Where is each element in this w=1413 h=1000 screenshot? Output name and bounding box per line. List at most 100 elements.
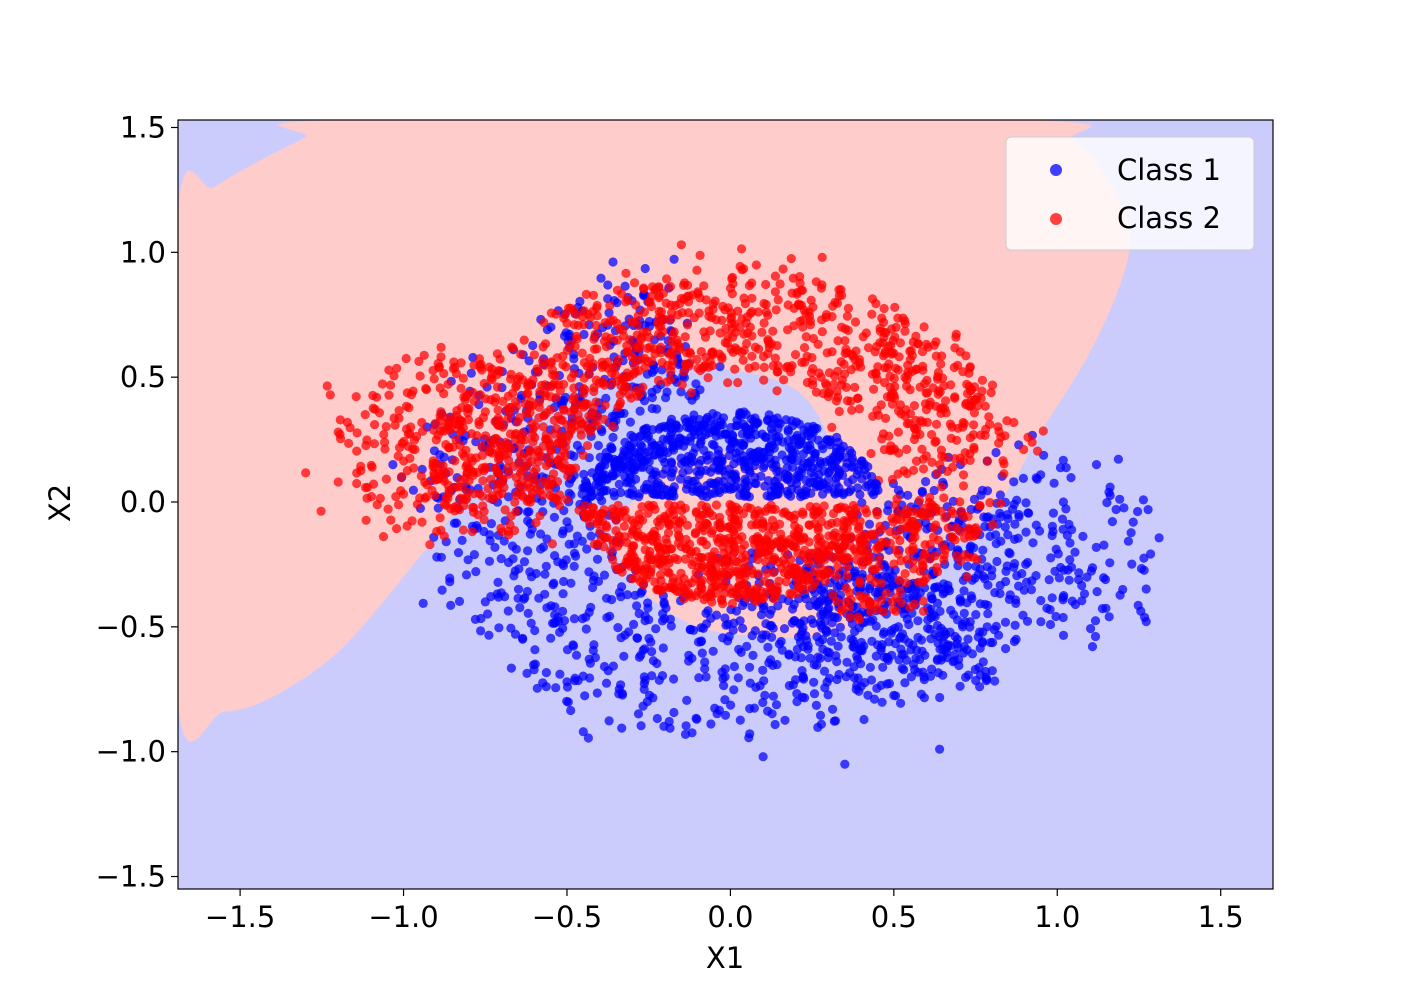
- point-class2: [865, 597, 875, 608]
- point-class1: [510, 629, 521, 639]
- point-class1: [919, 672, 929, 682]
- point-class1: [995, 508, 1005, 518]
- point-class1: [720, 695, 730, 705]
- point-class2: [380, 444, 390, 454]
- point-class2: [461, 461, 471, 472]
- point-class2: [605, 316, 616, 326]
- point-class2: [580, 501, 590, 511]
- point-class2: [881, 413, 891, 423]
- point-class1: [642, 697, 653, 707]
- point-class2: [867, 309, 877, 319]
- point-class1: [688, 456, 698, 466]
- point-class1: [959, 608, 969, 618]
- point-class2: [939, 381, 949, 391]
- point-class2: [515, 468, 526, 478]
- point-class2: [322, 381, 332, 391]
- point-class2: [946, 506, 956, 516]
- point-class1: [1074, 575, 1084, 585]
- point-class2: [705, 588, 715, 598]
- point-class1: [714, 705, 725, 715]
- point-class2: [410, 444, 420, 455]
- point-class1: [609, 458, 619, 468]
- point-class2: [572, 334, 582, 344]
- point-class2: [538, 476, 548, 486]
- point-class1: [429, 446, 439, 456]
- point-class1: [878, 662, 888, 672]
- point-class2: [885, 371, 895, 381]
- point-class2: [863, 343, 874, 353]
- point-class1: [569, 614, 580, 624]
- point-class2: [809, 510, 819, 520]
- point-class1: [1097, 604, 1107, 614]
- point-class2: [833, 336, 843, 346]
- point-class1: [1010, 559, 1020, 569]
- point-class2: [421, 383, 431, 394]
- point-class1: [484, 556, 495, 566]
- point-class2: [456, 383, 466, 393]
- point-class2: [903, 370, 913, 380]
- point-class1: [643, 431, 654, 441]
- point-class2: [968, 430, 979, 440]
- point-class2: [761, 299, 771, 310]
- point-class1: [798, 623, 808, 633]
- point-class1: [508, 554, 518, 564]
- point-class2: [600, 400, 610, 410]
- point-class2: [547, 539, 558, 549]
- point-class2: [532, 484, 542, 494]
- point-class2: [453, 482, 463, 492]
- point-class1: [486, 519, 496, 529]
- point-class1: [1126, 528, 1136, 538]
- point-class1: [648, 656, 659, 666]
- point-class1: [757, 429, 767, 439]
- point-class2: [615, 390, 625, 400]
- x-tick-label: −1.0: [368, 900, 438, 934]
- point-class2: [519, 335, 529, 345]
- point-class2: [394, 500, 404, 510]
- point-class2: [680, 554, 691, 564]
- point-class1: [1105, 558, 1115, 568]
- point-class2: [483, 483, 493, 494]
- point-class1: [700, 657, 710, 667]
- point-class1: [784, 649, 794, 659]
- point-class2: [932, 468, 942, 478]
- point-class1: [1146, 549, 1156, 559]
- point-class2: [875, 540, 885, 551]
- point-class2: [980, 401, 990, 411]
- point-class2: [628, 541, 638, 551]
- point-class2: [708, 511, 718, 521]
- point-class1: [779, 624, 790, 634]
- point-class1: [929, 485, 939, 496]
- point-class1: [1070, 547, 1080, 557]
- point-class1: [857, 474, 867, 484]
- point-class1: [938, 670, 948, 680]
- point-class2: [384, 390, 394, 400]
- point-class1: [1036, 470, 1046, 480]
- point-class1: [703, 606, 713, 616]
- point-class2: [631, 562, 641, 572]
- point-class1: [669, 707, 679, 718]
- point-class2: [663, 567, 673, 577]
- point-class1: [469, 550, 479, 560]
- point-class2: [644, 332, 654, 342]
- point-class2: [507, 342, 517, 352]
- point-class1: [742, 430, 752, 440]
- point-class2: [833, 366, 843, 376]
- point-class1: [437, 585, 447, 595]
- point-class2: [562, 318, 572, 328]
- point-class1: [664, 490, 674, 500]
- point-class2: [495, 366, 505, 376]
- point-class1: [688, 477, 698, 487]
- point-class2: [478, 501, 488, 511]
- point-class2: [526, 457, 536, 467]
- point-class2: [662, 274, 672, 284]
- point-class1: [1065, 538, 1075, 548]
- point-class2: [514, 459, 524, 469]
- point-class1: [1010, 519, 1020, 529]
- point-class2: [940, 513, 950, 523]
- point-class1: [943, 640, 953, 650]
- point-class2: [682, 280, 693, 290]
- point-class1: [700, 664, 710, 674]
- point-class2: [872, 341, 882, 352]
- point-class2: [933, 535, 944, 545]
- point-class1: [625, 417, 636, 427]
